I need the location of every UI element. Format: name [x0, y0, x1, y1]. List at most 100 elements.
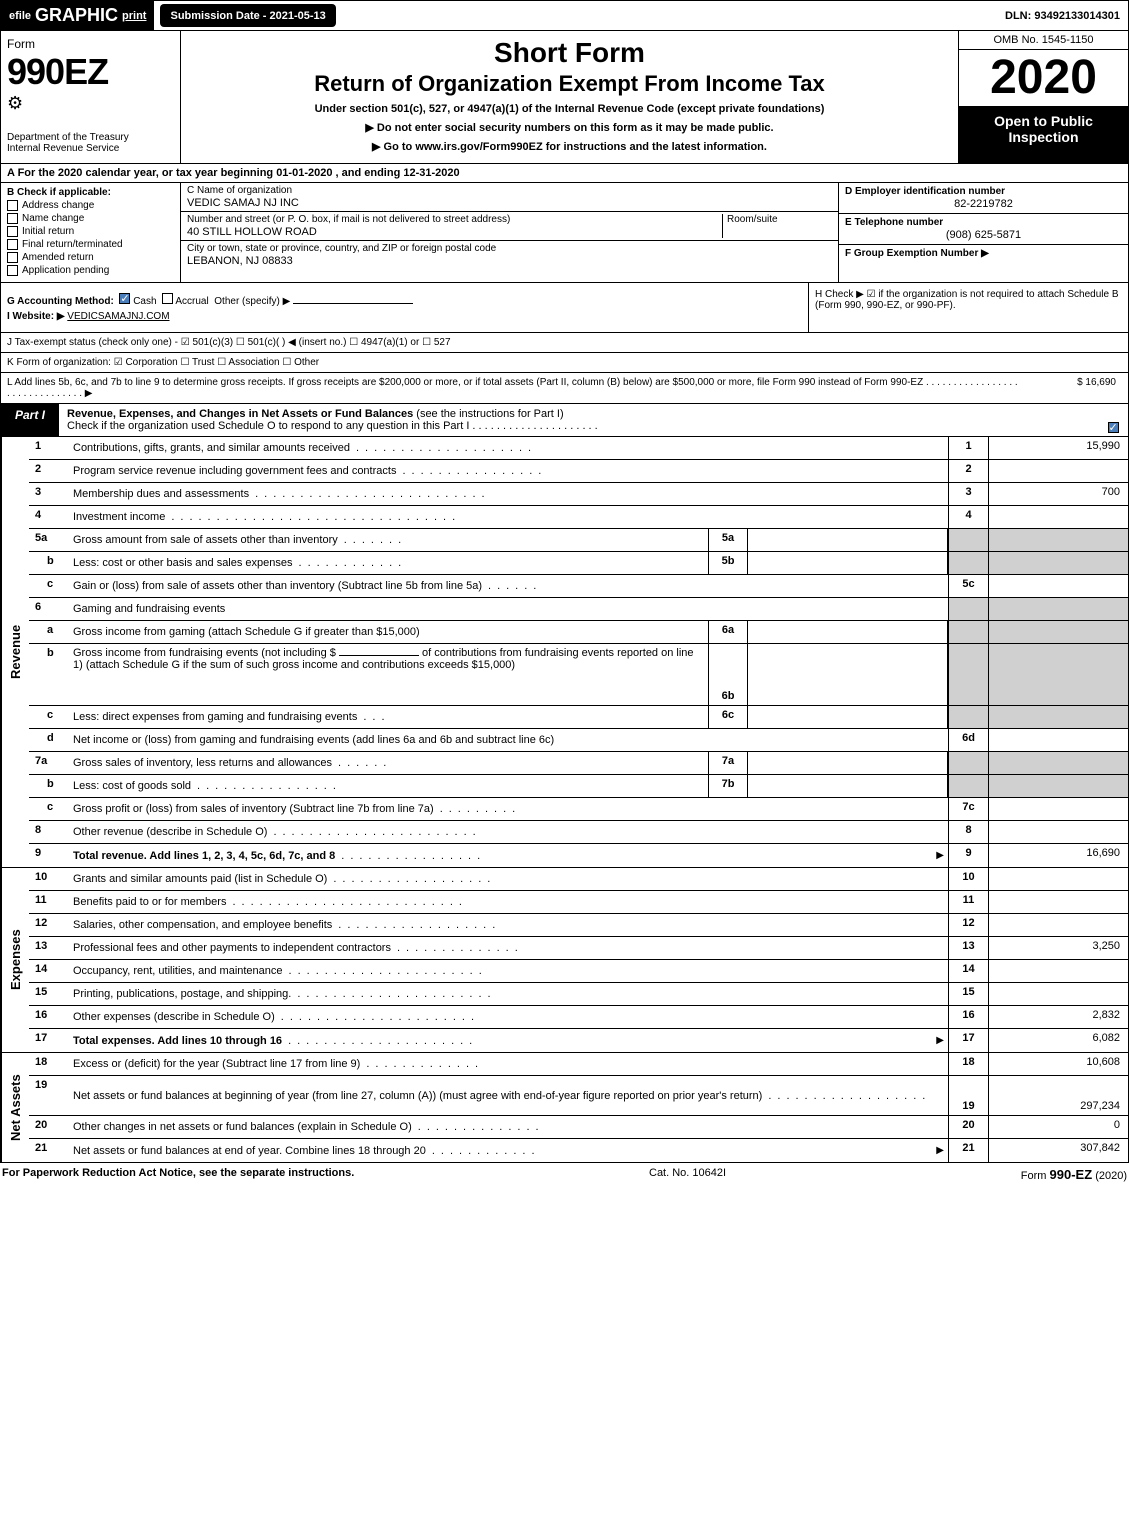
org-name-value: VEDIC SAMAJ NJ INC: [187, 197, 832, 209]
line-12: 12 Salaries, other compensation, and emp…: [29, 914, 1128, 937]
line-18-value: 10,608: [988, 1053, 1128, 1075]
irs-seal-icon: ⚙: [7, 93, 174, 114]
inspection-line-2: Inspection: [963, 129, 1124, 145]
dots-icon: ....................: [356, 442, 938, 454]
g-label: G Accounting Method:: [7, 296, 114, 307]
line-1-value: 15,990: [988, 437, 1128, 459]
tax-year: 2020: [959, 50, 1128, 107]
checkbox-icon: [7, 213, 18, 224]
part-1-schedule-o-check[interactable]: [1098, 404, 1128, 436]
dots-icon: ......: [338, 757, 698, 769]
column-b-checkboxes: B Check if applicable: Address change Na…: [1, 183, 181, 282]
line-18: 18 Excess or (deficit) for the year (Sub…: [29, 1053, 1128, 1076]
arrow-icon: ▶: [936, 1035, 944, 1046]
chk-final-return[interactable]: Final return/terminated: [7, 239, 174, 250]
line-7a-value: [748, 752, 948, 774]
gh-row: G Accounting Method: Cash Accrual Other …: [0, 282, 1129, 333]
line-9-value: 16,690: [988, 844, 1128, 867]
dots-icon: ................: [402, 465, 938, 477]
dots-icon: ......................: [289, 965, 938, 977]
line-10: 10 Grants and similar amounts paid (list…: [29, 868, 1128, 891]
phone-value: (908) 625-5871: [845, 229, 1122, 241]
line-9: 9 Total revenue. Add lines 1, 2, 3, 4, 5…: [29, 844, 1128, 867]
open-to-public-inspection: Open to Public Inspection: [959, 107, 1128, 163]
form-of-organization-line: K Form of organization: ☑ Corporation ☐ …: [0, 353, 1129, 373]
omb-number: OMB No. 1545-1150: [959, 31, 1128, 50]
efile-text: efile: [9, 10, 31, 22]
submission-date-text: Submission Date - 2021-05-13: [170, 10, 325, 22]
cash-checkbox-icon[interactable]: [119, 293, 130, 304]
room-suite-label: Room/suite: [722, 214, 832, 238]
line-6a-value: [748, 621, 948, 643]
dots-icon: ..................: [768, 1090, 938, 1102]
line-7b: b Less: cost of goods sold..............…: [29, 775, 1128, 798]
form-reference: Form 990-EZ (2020): [1021, 1167, 1127, 1182]
checkbox-icon: [7, 265, 18, 276]
dots-icon: ................: [341, 850, 930, 862]
part-1-title-rest: (see the instructions for Part I): [413, 408, 563, 420]
no-ssn-warning: ▶ Do not enter social security numbers o…: [189, 121, 950, 134]
dots-icon: ...: [363, 711, 698, 723]
chk-name-change[interactable]: Name change: [7, 213, 174, 224]
contrib-amount-field[interactable]: [339, 655, 419, 656]
checkbox-icon: [7, 200, 18, 211]
col-b-header: B Check if applicable:: [7, 187, 174, 198]
part-1-check-text: Check if the organization used Schedule …: [67, 420, 598, 432]
dots-icon: ..............: [418, 1121, 938, 1133]
column-c-org-info: C Name of organization VEDIC SAMAJ NJ IN…: [181, 183, 838, 282]
checkbox-icon: [7, 252, 18, 263]
arrow-icon: ▶: [936, 1145, 944, 1156]
line-8-value: [988, 821, 1128, 843]
chk-amended-return[interactable]: Amended return: [7, 252, 174, 263]
phone-label: E Telephone number: [845, 217, 1122, 228]
gross-receipts-line: L Add lines 5b, 6c, and 7b to line 9 to …: [0, 373, 1129, 404]
other-specify-field[interactable]: [293, 303, 413, 304]
dots-icon: ......: [488, 580, 938, 592]
ein-row: D Employer identification number 82-2219…: [839, 183, 1128, 214]
dln-label: DLN: 93492133014301: [997, 1, 1128, 30]
revenue-rows: 1 Contributions, gifts, grants, and simi…: [29, 437, 1128, 867]
under-section-text: Under section 501(c), 527, or 4947(a)(1)…: [189, 103, 950, 115]
line-17-value: 6,082: [988, 1029, 1128, 1052]
line-13: 13 Professional fees and other payments …: [29, 937, 1128, 960]
chk-initial-return[interactable]: Initial return: [7, 226, 174, 237]
line-6c-value: [748, 706, 948, 728]
line-6d-value: [988, 729, 1128, 751]
net-assets-rows: 18 Excess or (deficit) for the year (Sub…: [29, 1053, 1128, 1162]
l-text: L Add lines 5b, 6c, and 7b to line 9 to …: [7, 377, 1022, 399]
line-6d: d Net income or (loss) from gaming and f…: [29, 729, 1128, 752]
city-value: LEBANON, NJ 08833: [187, 255, 832, 267]
line-4: 4 Investment income.....................…: [29, 506, 1128, 529]
checkbox-icon: [1108, 422, 1119, 433]
phone-row: E Telephone number (908) 625-5871: [839, 214, 1128, 245]
line-20: 20 Other changes in net assets or fund b…: [29, 1116, 1128, 1139]
group-exemption-label: F Group Exemption Number ▶: [845, 248, 1122, 259]
dots-icon: ................: [197, 780, 698, 792]
line-16: 16 Other expenses (describe in Schedule …: [29, 1006, 1128, 1029]
accrual-checkbox-icon[interactable]: [162, 293, 173, 304]
arrow-icon: ▶: [936, 850, 944, 861]
goto-link[interactable]: ▶ Go to www.irs.gov/Form990EZ for instru…: [189, 140, 950, 153]
line-12-value: [988, 914, 1128, 936]
paperwork-notice: For Paperwork Reduction Act Notice, see …: [2, 1167, 354, 1182]
line-7b-value: [748, 775, 948, 797]
checkbox-icon: [7, 239, 18, 250]
line-8: 8 Other revenue (describe in Schedule O)…: [29, 821, 1128, 844]
line-6c: c Less: direct expenses from gaming and …: [29, 706, 1128, 729]
line-19: 19 Net assets or fund balances at beginn…: [29, 1076, 1128, 1116]
efile-graphic-print-link[interactable]: efile GRAPHIC print: [1, 1, 154, 30]
header-left: Form 990EZ ⚙ Department of the Treasury …: [1, 31, 181, 163]
chk-address-change[interactable]: Address change: [7, 200, 174, 211]
dots-icon: ..................: [338, 919, 938, 931]
org-info-grid: B Check if applicable: Address change Na…: [0, 183, 1129, 282]
website-value[interactable]: VEDICSAMAJNJ.COM: [67, 311, 169, 322]
part-1-title-bold: Revenue, Expenses, and Changes in Net As…: [67, 408, 413, 420]
part-1-header: Part I Revenue, Expenses, and Changes in…: [0, 404, 1129, 437]
line-2-value: [988, 460, 1128, 482]
chk-application-pending[interactable]: Application pending: [7, 265, 174, 276]
line-17: 17 Total expenses. Add lines 10 through …: [29, 1029, 1128, 1052]
city-row: City or town, state or province, country…: [181, 241, 838, 269]
line-4-value: [988, 506, 1128, 528]
line-7a: 7a Gross sales of inventory, less return…: [29, 752, 1128, 775]
street-value: 40 STILL HOLLOW ROAD: [187, 226, 722, 238]
